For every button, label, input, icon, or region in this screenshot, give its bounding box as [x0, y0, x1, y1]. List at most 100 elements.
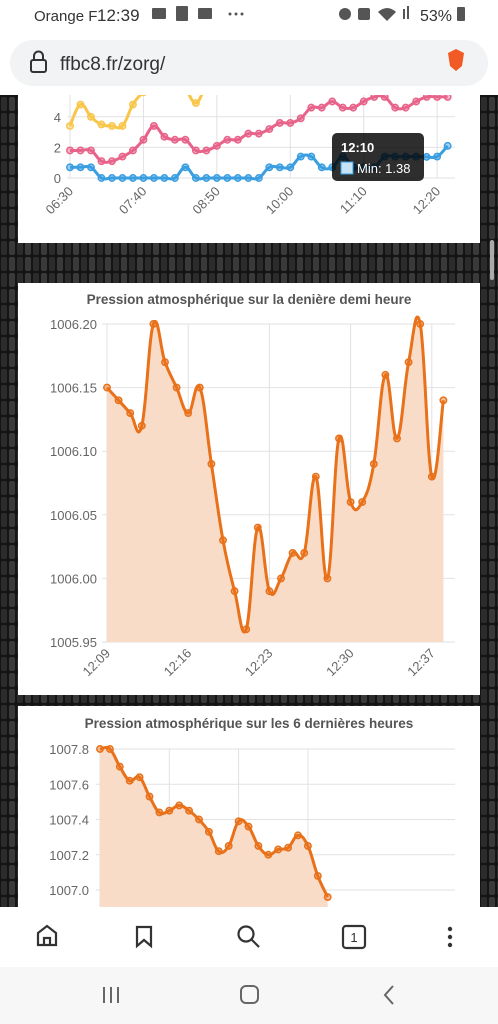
point	[149, 174, 158, 182]
point	[76, 146, 85, 155]
area	[107, 316, 444, 642]
point	[443, 141, 452, 150]
point	[370, 95, 379, 101]
point	[118, 152, 127, 161]
y-tick-label: 2	[54, 140, 61, 155]
point	[254, 129, 263, 138]
line	[69, 95, 448, 164]
lock-icon	[30, 50, 47, 73]
y-tick-label: 1006.10	[50, 444, 97, 459]
point	[165, 806, 174, 815]
home-button[interactable]	[36, 924, 58, 947]
point	[184, 409, 193, 417]
point	[126, 409, 135, 417]
point	[253, 523, 262, 532]
chart-title: Pression atmosphérique sur la denière de…	[87, 292, 412, 307]
search-button[interactable]	[237, 925, 260, 948]
point	[135, 773, 144, 782]
line	[99, 745, 330, 898]
point	[286, 163, 295, 172]
point	[242, 625, 251, 634]
back-button[interactable]	[383, 985, 394, 1005]
point	[230, 587, 239, 596]
point	[87, 112, 95, 121]
point	[244, 822, 253, 831]
point	[76, 100, 85, 109]
point	[422, 95, 431, 101]
toolbar-icons	[36, 924, 367, 950]
point	[118, 174, 127, 182]
y-tick-label: 1006.05	[50, 508, 97, 523]
point	[191, 146, 200, 155]
point	[296, 114, 305, 123]
point	[369, 459, 378, 468]
url-bar[interactable]	[10, 40, 488, 86]
bottom-toolbar	[0, 907, 498, 967]
point	[313, 871, 322, 880]
point	[115, 762, 124, 771]
y-tick-label: 4	[54, 110, 61, 125]
point	[307, 103, 316, 112]
point	[128, 174, 137, 182]
point	[97, 157, 106, 166]
point	[145, 792, 154, 801]
point	[97, 174, 106, 182]
menu-button[interactable]	[447, 926, 453, 948]
android-nav	[0, 967, 498, 1024]
point	[125, 776, 134, 785]
point	[286, 118, 295, 127]
y-tick-label: 1006.15	[50, 381, 97, 396]
point	[207, 459, 216, 468]
bookmark-button[interactable]	[135, 925, 153, 949]
point	[349, 103, 358, 112]
point	[181, 135, 190, 144]
tooltip-swatch	[340, 161, 354, 175]
point	[170, 135, 179, 144]
point	[202, 174, 211, 182]
point	[140, 95, 147, 97]
point	[128, 146, 137, 155]
home-nav-button[interactable]	[240, 985, 259, 1004]
point	[265, 125, 274, 133]
brave-icon[interactable]	[448, 49, 464, 71]
point	[118, 122, 127, 130]
point	[191, 99, 200, 107]
tooltip-text: Min: 1.38	[357, 161, 410, 176]
tabs-button[interactable]	[341, 924, 367, 950]
point	[265, 163, 274, 172]
y-tick-label: 1007.6	[49, 777, 89, 792]
point	[346, 498, 355, 507]
point	[233, 135, 242, 144]
y-tick-label: 1006.00	[50, 571, 97, 586]
point	[204, 827, 213, 836]
battery: 53%	[420, 8, 452, 25]
point	[275, 163, 284, 172]
point	[155, 808, 164, 817]
point	[274, 845, 283, 854]
point	[223, 174, 232, 182]
point	[160, 132, 169, 141]
point	[359, 97, 368, 106]
y-tick-label: 1007.2	[49, 848, 89, 863]
point	[108, 174, 116, 182]
point	[175, 801, 184, 810]
point	[277, 574, 285, 583]
nav-icons	[103, 985, 394, 1005]
point	[185, 806, 194, 815]
point	[296, 152, 305, 161]
area	[100, 747, 328, 907]
point	[317, 103, 326, 112]
y-tick-label: 1007.4	[49, 813, 89, 828]
clock: 12:39	[97, 6, 140, 25]
point	[323, 574, 332, 583]
point	[87, 163, 95, 172]
y-tick-label: 1005.95	[50, 635, 97, 650]
recents-button[interactable]	[103, 987, 119, 1003]
point	[172, 383, 181, 392]
y-tick-label: 1007.8	[49, 742, 89, 757]
point	[212, 174, 221, 182]
point	[96, 745, 104, 753]
point	[139, 135, 148, 144]
